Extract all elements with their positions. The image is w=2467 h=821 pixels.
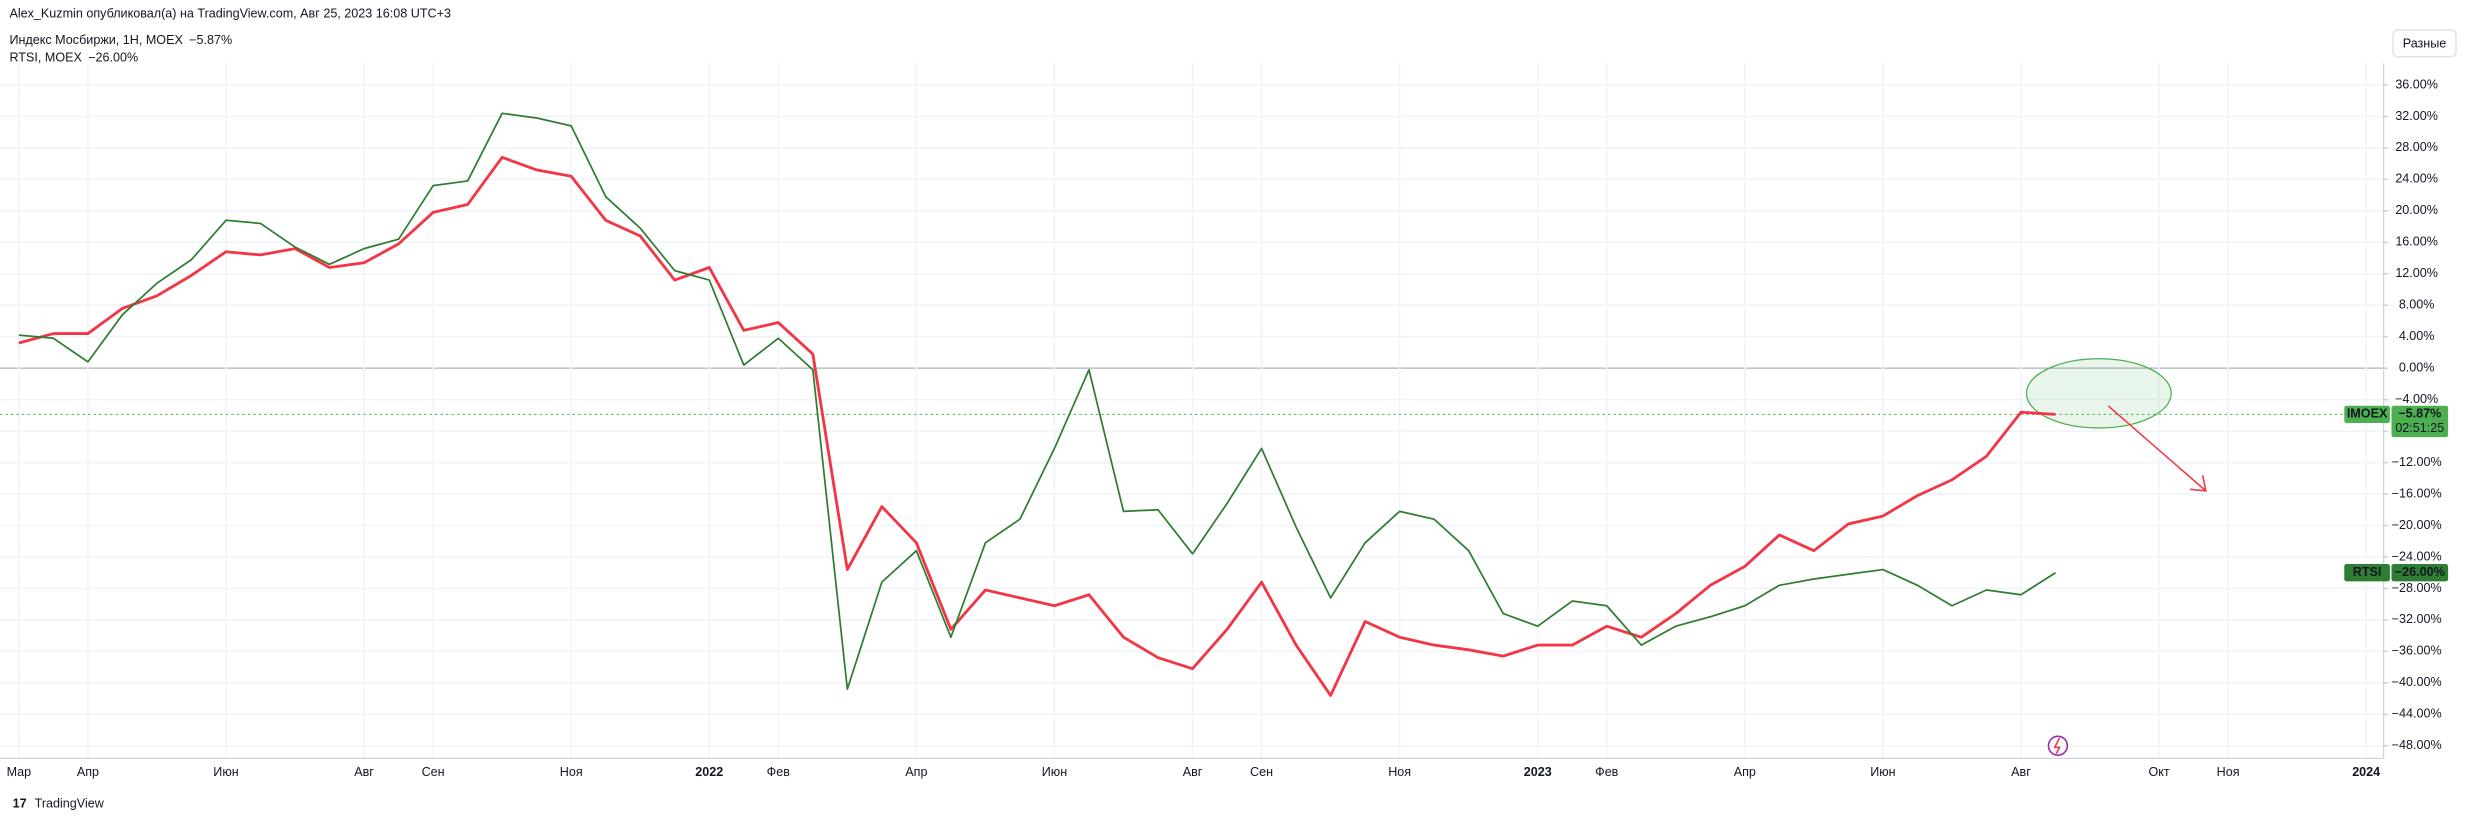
y-tick-label: −4.00% bbox=[2395, 392, 2438, 406]
price-tag-name-box bbox=[2344, 405, 2390, 424]
button[interactable] bbox=[2392, 29, 2457, 58]
y-tick-label: −36.00% bbox=[2392, 644, 2442, 658]
y-tick-label: −24.00% bbox=[2392, 549, 2442, 563]
x-tick-label: Сен bbox=[1250, 765, 1273, 779]
y-tick-label: 24.00% bbox=[2395, 172, 2438, 186]
x-tick-label: Фев bbox=[1595, 765, 1619, 779]
x-tick-label: 2024 bbox=[2352, 765, 2380, 779]
x-tick-label: Авг bbox=[354, 765, 374, 779]
brand: TradingView bbox=[35, 796, 105, 810]
y-tick-label: 8.00% bbox=[2399, 298, 2435, 312]
series-line bbox=[18, 112, 2056, 691]
x-tick-label: Ноя bbox=[560, 765, 583, 779]
y-tick-label: 12.00% bbox=[2395, 266, 2438, 280]
y-tick-label: −32.00% bbox=[2392, 612, 2442, 626]
x-tick-label: 2023 bbox=[1524, 765, 1552, 779]
annotation-arrow bbox=[2107, 405, 2207, 492]
x-tick-label: Сен bbox=[422, 765, 445, 779]
button-label[interactable]: Разные bbox=[2403, 36, 2447, 50]
events-icon-bolt bbox=[2053, 737, 2061, 754]
y-tick-label: −44.00% bbox=[2392, 707, 2442, 721]
legend-name: Индекс Мосбиржи, 1Н, MOEX bbox=[9, 33, 183, 47]
y-tick-label: 16.00% bbox=[2395, 235, 2438, 249]
price-tag-box bbox=[2391, 564, 2449, 582]
series-line bbox=[18, 155, 2056, 697]
x-tick-label: Ноя bbox=[2217, 765, 2240, 779]
price-tag-time: 02:51:25 bbox=[2395, 421, 2444, 435]
x-tick-label: Июн bbox=[1870, 765, 1895, 779]
x-tick-label: Фев bbox=[767, 765, 791, 779]
annotation-ellipse bbox=[2025, 358, 2172, 429]
events-icon[interactable] bbox=[2047, 735, 2069, 757]
y-tick-label: −28.00% bbox=[2392, 581, 2442, 595]
y-tick-label: −16.00% bbox=[2392, 486, 2442, 500]
y-tick-label: 32.00% bbox=[2395, 109, 2438, 123]
brand-logo: 17 bbox=[13, 796, 27, 810]
x-tick-label: Окт bbox=[2148, 765, 2169, 779]
x-tick-label: Ноя bbox=[1388, 765, 1411, 779]
x-tick-label: 2022 bbox=[695, 765, 723, 779]
price-tag-box bbox=[2391, 405, 2449, 438]
x-tick-label: Мар bbox=[7, 765, 32, 779]
y-tick-label: −48.00% bbox=[2392, 738, 2442, 752]
legend-name: RTSI, MOEX bbox=[9, 51, 82, 65]
y-tick-label: −20.00% bbox=[2392, 518, 2442, 532]
y-tick-label: −12.00% bbox=[2392, 455, 2442, 469]
price-tag-name: IMOEX bbox=[2347, 407, 2388, 421]
y-tick-label: 0.00% bbox=[2399, 361, 2435, 375]
y-tick-label: 28.00% bbox=[2395, 140, 2438, 154]
price-tag-value: −5.87% bbox=[2398, 407, 2441, 421]
y-tick-label: 20.00% bbox=[2395, 203, 2438, 217]
x-tick-label: Авг bbox=[1183, 765, 1203, 779]
x-tick-label: Июн bbox=[1042, 765, 1067, 779]
price-tag-name-box bbox=[2344, 564, 2390, 582]
x-tick-label: Апр bbox=[905, 765, 927, 779]
price-tag-value: −26.00% bbox=[2395, 565, 2445, 579]
y-tick-label: 36.00% bbox=[2395, 77, 2438, 91]
x-tick-label: Апр bbox=[77, 765, 99, 779]
price-tag-name: RTSI bbox=[2353, 565, 2382, 579]
y-tick-label: −40.00% bbox=[2392, 675, 2442, 689]
header: Alex_Kuzmin опубликовал(а) на TradingVie… bbox=[9, 7, 451, 21]
x-tick-label: Июн bbox=[213, 765, 238, 779]
x-tick-label: Авг bbox=[2011, 765, 2031, 779]
y-tick-label: 4.00% bbox=[2399, 329, 2435, 343]
annotation-arrow-head bbox=[2190, 475, 2207, 492]
legend-value: −26.00% bbox=[88, 51, 138, 65]
legend-value: −5.87% bbox=[189, 33, 232, 47]
grid bbox=[0, 62, 2384, 759]
x-tick-label: Апр bbox=[1734, 765, 1756, 779]
